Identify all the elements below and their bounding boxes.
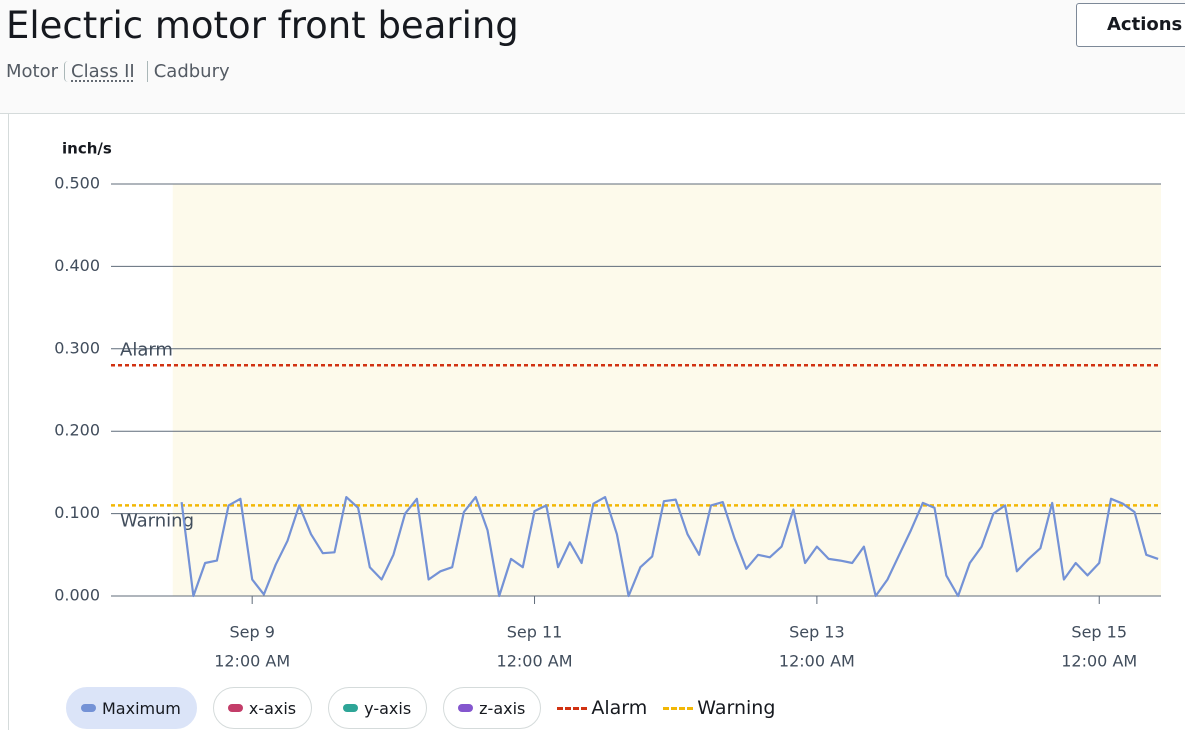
legend-swatch xyxy=(663,706,694,710)
breadcrumb: Motor xyxy=(6,61,59,82)
x-tick-label: 12:00 AM xyxy=(214,652,290,671)
divider xyxy=(8,114,9,730)
y-tick-label: 0.200 xyxy=(54,421,100,440)
page-title: Electric motor front bearing xyxy=(6,4,519,47)
y-tick-label: 0.100 xyxy=(54,503,100,522)
y-tick-label: 0.000 xyxy=(54,586,100,605)
threshold-label: Alarm xyxy=(120,339,173,360)
legend-toggle[interactable]: y-axis xyxy=(328,687,428,729)
legend-toggle[interactable]: x-axis xyxy=(212,687,313,729)
header: Electric motor front bearing Motor Class … xyxy=(0,0,1185,114)
legend-label: Alarm xyxy=(591,697,648,719)
x-tick-label: Sep 15 xyxy=(1071,623,1127,642)
actions-button[interactable]: Actions xyxy=(1076,3,1185,47)
breadcrumbs: Motor Class II Cadbury xyxy=(6,61,236,82)
y-tick-label: 0.500 xyxy=(54,174,100,193)
legend-swatch xyxy=(81,704,96,712)
legend-swatch xyxy=(458,704,474,712)
legend-label: Warning xyxy=(697,697,776,719)
y-tick-label: 0.400 xyxy=(54,256,100,275)
legend-label: z-axis xyxy=(479,698,526,718)
legend: Maximum x-axis y-axis z-axis Alarm Warning xyxy=(66,686,791,730)
y-axis-label: inch/s xyxy=(62,140,112,158)
x-tick-label: 12:00 AM xyxy=(497,652,573,671)
threshold-label: Warning xyxy=(120,510,194,531)
legend-threshold: Warning xyxy=(663,697,775,719)
legend-label: y-axis xyxy=(364,698,412,718)
breadcrumb: Cadbury xyxy=(146,61,236,82)
legend-swatch xyxy=(343,704,359,712)
x-tick-label: Sep 13 xyxy=(789,623,845,642)
legend-swatch xyxy=(227,704,243,712)
legend-toggle[interactable]: Maximum xyxy=(66,687,197,729)
legend-toggle[interactable]: z-axis xyxy=(443,687,542,729)
data-line xyxy=(180,496,1159,598)
shaded-range xyxy=(172,184,1161,596)
legend-threshold: Alarm xyxy=(557,697,647,719)
x-tick-label: Sep 9 xyxy=(229,623,274,642)
breadcrumb-link[interactable]: Class II xyxy=(64,61,141,82)
legend-label: Maximum xyxy=(102,698,181,718)
y-tick-label: 0.300 xyxy=(54,338,100,357)
legend-label: x-axis xyxy=(248,698,297,718)
x-tick-label: 12:00 AM xyxy=(1061,652,1137,671)
x-tick-label: Sep 11 xyxy=(507,623,563,642)
legend-swatch xyxy=(557,706,588,710)
x-tick-label: 12:00 AM xyxy=(779,652,855,671)
